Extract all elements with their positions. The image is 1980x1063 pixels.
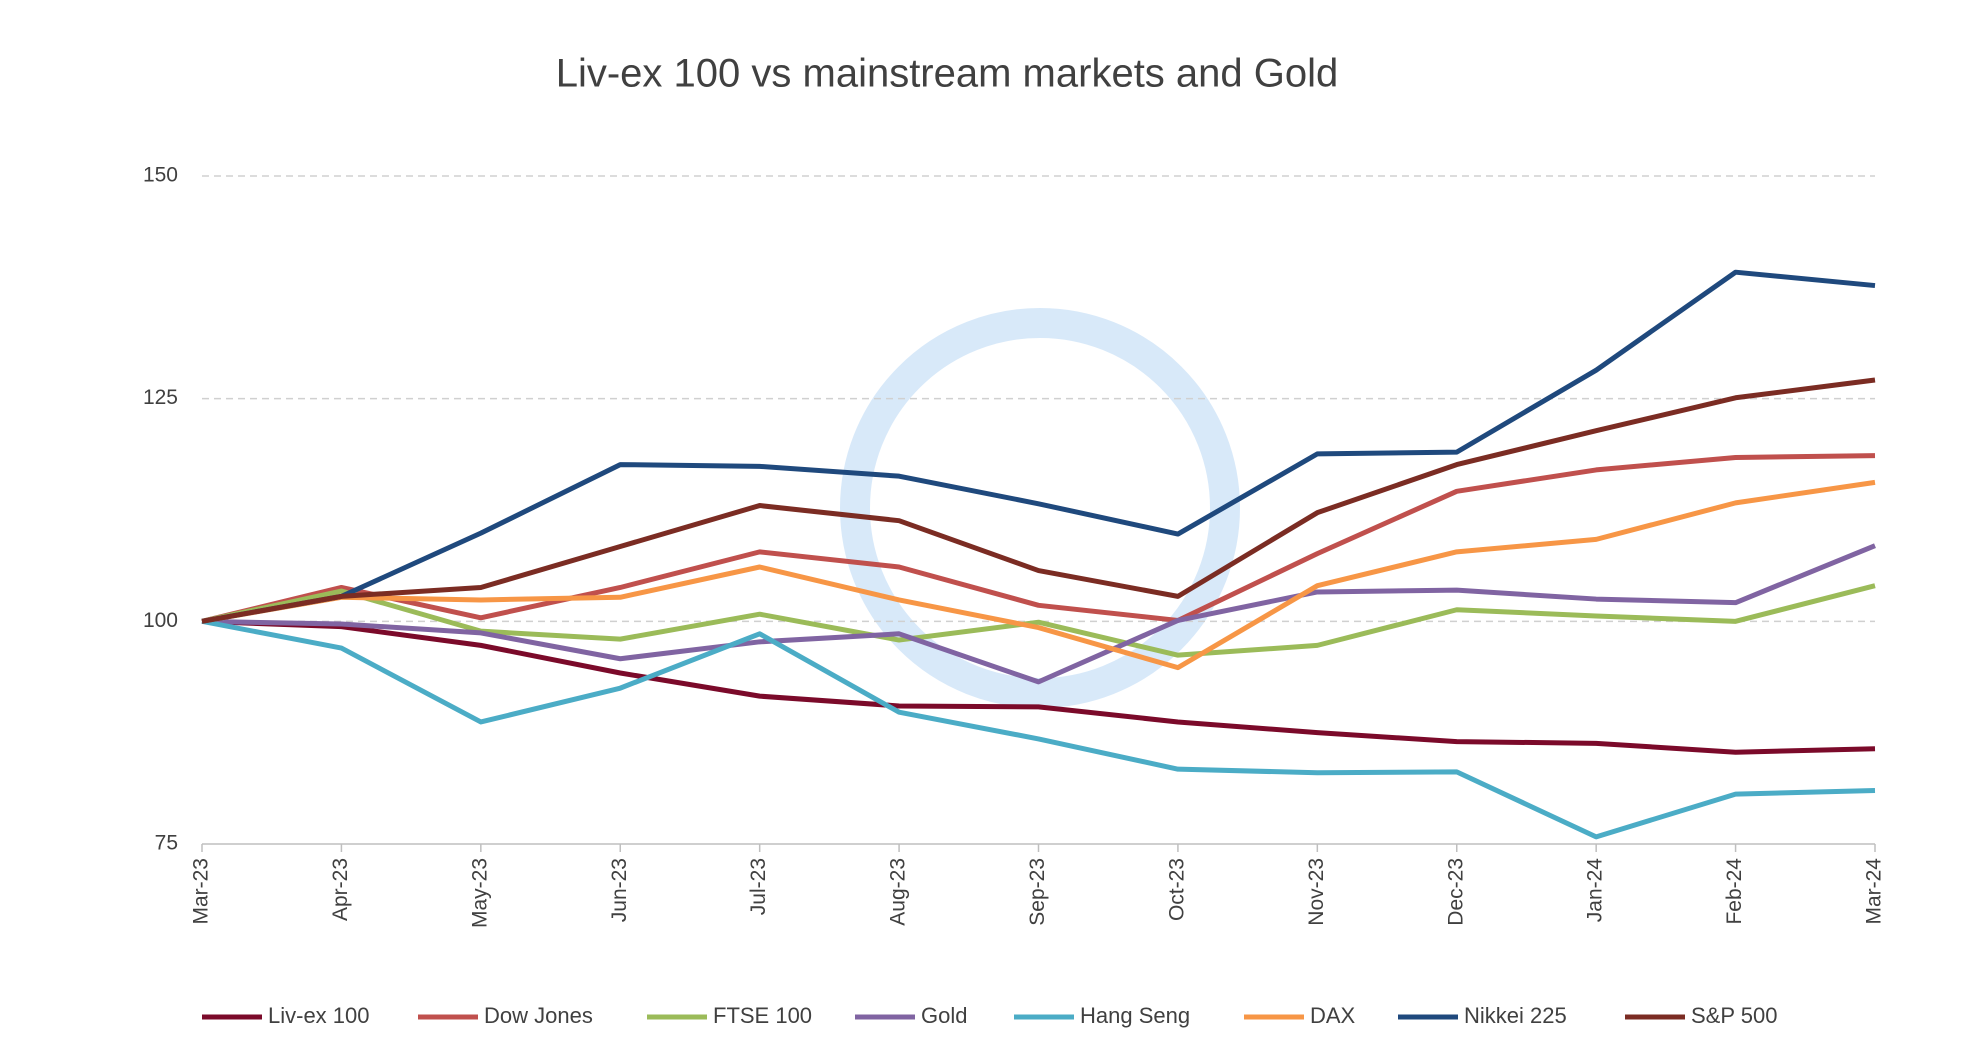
legend-label: Dow Jones: [484, 1003, 593, 1028]
y-tick-label: 75: [155, 832, 178, 855]
series-line: [201, 269, 1876, 624]
series-line: [201, 618, 1876, 755]
legend-label: S&P 500: [1691, 1003, 1777, 1028]
legend-item: FTSE 100: [647, 1003, 812, 1028]
x-tick-label: Aug-23: [887, 858, 910, 926]
legend-item: Nikkei 225: [1398, 1003, 1567, 1028]
legend-item: Hang Seng: [1014, 1003, 1190, 1028]
legend-item: Dow Jones: [418, 1003, 593, 1028]
legend-item: Gold: [855, 1003, 967, 1028]
series-line: [201, 543, 1876, 685]
chart-title: Liv-ex 100 vs mainstream markets and Gol…: [556, 52, 1339, 96]
series-line: [201, 377, 1876, 624]
y-tick-label: 150: [143, 164, 178, 187]
x-tick-label: Dec-23: [1444, 858, 1467, 926]
x-tick-label: Nov-23: [1305, 858, 1328, 926]
series-line: [201, 453, 1876, 624]
x-tick-label: Mar-24: [1863, 858, 1886, 925]
x-tick-label: Mar-23: [190, 858, 213, 925]
legend-label: Nikkei 225: [1464, 1003, 1567, 1028]
x-tick-label: Jan-24: [1584, 858, 1607, 923]
y-tick-label: 100: [143, 609, 178, 632]
y-tick-label: 125: [143, 386, 178, 409]
series-line: [201, 479, 1876, 671]
legend-label: FTSE 100: [713, 1003, 812, 1028]
x-tick-label: May-23: [468, 858, 491, 928]
x-tick-label: Jun-23: [608, 858, 631, 922]
x-tick-label: Apr-23: [329, 858, 352, 921]
legend-label: Hang Seng: [1080, 1003, 1190, 1028]
legend-item: DAX: [1244, 1003, 1356, 1028]
x-tick-label: Feb-24: [1723, 858, 1746, 925]
series-line: [201, 618, 1876, 840]
x-tick-label: Jul-23: [747, 858, 770, 915]
legend-item: S&P 500: [1625, 1003, 1777, 1028]
series-line: [201, 583, 1876, 658]
x-tick-label: Oct-23: [1165, 858, 1188, 921]
legend-item: Liv-ex 100: [202, 1003, 370, 1028]
legend-label: DAX: [1310, 1003, 1356, 1028]
legend-label: Gold: [921, 1003, 967, 1028]
x-tick-label: Sep-23: [1026, 858, 1049, 926]
legend-label: Liv-ex 100: [268, 1003, 370, 1028]
